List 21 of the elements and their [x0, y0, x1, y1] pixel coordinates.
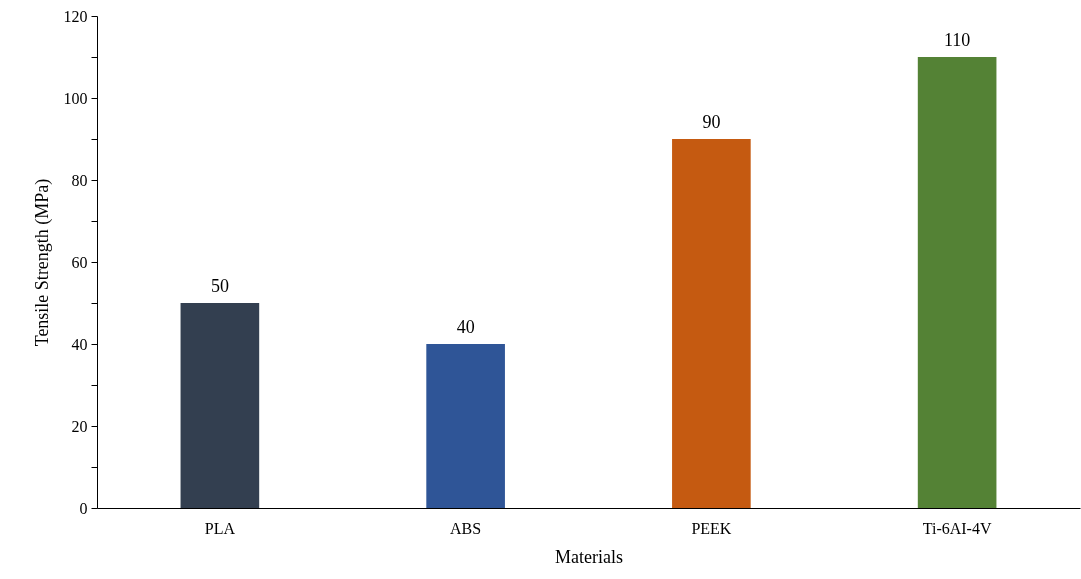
x-axis-title: Materials	[555, 546, 623, 567]
y-tick-label: 0	[79, 499, 88, 517]
x-tick-label: PEEK	[691, 519, 732, 537]
x-tick-label: PLA	[204, 519, 236, 537]
x-tick-label: Ti-6AI-4V	[922, 519, 992, 537]
y-axis-title: Tensile Strength (MPa)	[31, 178, 53, 347]
y-tick-label: 60	[71, 253, 88, 271]
y-tick-label: 100	[63, 89, 88, 107]
data-label: 40	[456, 317, 475, 337]
y-tick-label: 40	[71, 335, 88, 353]
bar	[180, 303, 260, 508]
y-tick-label: 20	[71, 417, 88, 435]
data-label: 50	[210, 276, 229, 296]
data-label: 90	[702, 112, 721, 132]
y-tick-label: 120	[63, 7, 88, 25]
bar	[917, 57, 997, 508]
bar	[426, 344, 505, 508]
data-label: 110	[943, 30, 971, 50]
bar	[672, 139, 751, 508]
x-tick-label: ABS	[450, 519, 482, 537]
y-tick-label: 80	[71, 171, 88, 189]
